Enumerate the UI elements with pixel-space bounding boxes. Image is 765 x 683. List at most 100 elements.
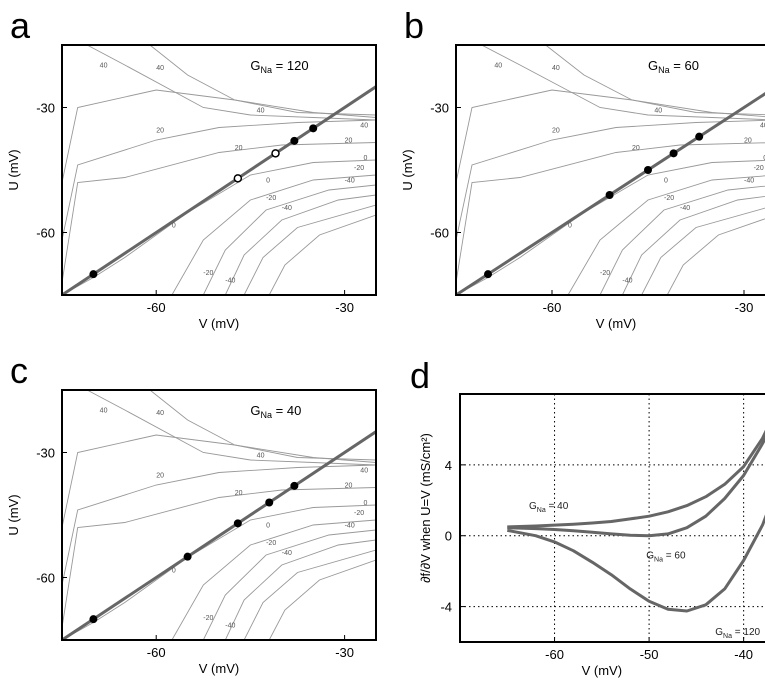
nullcline-diagonal <box>456 92 765 295</box>
panel-a: a 40 40 40 40 20 20 20 0 0 0 -20 -20 -20 -40 -40 -40 -60 -… <box>6 5 377 331</box>
contour-label: 20 <box>632 145 640 152</box>
x-tick-label: -60 <box>147 300 166 315</box>
gna-G: G <box>648 58 658 73</box>
gna-G: G <box>646 551 654 562</box>
x-axis-label: V (mV) <box>199 316 239 331</box>
y-tick-label: -30 <box>36 446 55 461</box>
y-tick-label: -60 <box>36 226 55 241</box>
y-axis-label: ∂f/∂V when U=V (mS/cm²) <box>418 433 433 583</box>
contour-curve <box>545 45 765 116</box>
contour-label: 40 <box>257 108 265 115</box>
contour-label: -40 <box>282 550 292 557</box>
contour-label: 20 <box>156 473 164 480</box>
gna-eq: = <box>670 58 685 73</box>
y-tick-label: -60 <box>430 226 449 241</box>
contour-label: -40 <box>345 523 355 530</box>
contour-curve <box>243 204 376 295</box>
contour-curve <box>62 434 376 528</box>
gna-eq: = <box>546 501 557 512</box>
contour-label: 0 <box>763 155 765 162</box>
gna-label: GNa = 60 <box>648 58 699 75</box>
fixed-point-filled <box>183 552 192 561</box>
contour-curve <box>268 214 376 295</box>
x-tick-label: -60 <box>543 300 562 315</box>
contour-curve <box>149 45 376 116</box>
fixed-point-filled <box>89 615 98 624</box>
contour-label: 0 <box>172 223 176 230</box>
gna-G: G <box>250 58 260 73</box>
fixed-point-open <box>233 174 243 183</box>
plot-frame <box>459 393 765 643</box>
y-axis-label: U (mV) <box>6 149 21 190</box>
contour-curve <box>202 184 376 295</box>
contour-label: -20 <box>354 510 364 517</box>
gna-sub: Na <box>537 507 546 514</box>
contour-label: -20 <box>203 270 213 277</box>
gna-eq: = <box>272 58 287 73</box>
contour-curve <box>268 559 376 640</box>
contour-curve <box>567 175 765 295</box>
contour-label: 40 <box>156 410 164 417</box>
gna-value: 40 <box>287 403 301 418</box>
gna-eq: = <box>272 403 287 418</box>
x-tick-label: -60 <box>147 645 166 660</box>
gna-eq: = <box>663 551 674 562</box>
fixed-point-filled <box>89 270 98 279</box>
plot-frame <box>61 44 377 296</box>
x-axis-label: V (mV) <box>596 316 636 331</box>
contour-label: 40 <box>100 408 108 415</box>
contour-curve <box>456 89 765 183</box>
contour-curve <box>86 45 376 121</box>
panel-letter: d <box>410 355 430 396</box>
panel-letter: a <box>10 5 31 46</box>
contour-label: -20 <box>354 165 364 172</box>
plot-frame <box>61 389 377 641</box>
contour-curve <box>62 119 376 241</box>
contour-curve <box>599 185 765 295</box>
series-line-gna-40 <box>507 429 765 529</box>
contour-label: -40 <box>622 278 632 285</box>
x-axis-label: V (mV) <box>199 661 239 676</box>
contour-curve <box>149 390 376 461</box>
gna-label: GNa = 120 <box>250 58 308 75</box>
gna-G: G <box>715 627 723 638</box>
contour-label: 40 <box>100 63 108 70</box>
contour-label: -20 <box>600 270 610 277</box>
contour-label: 40 <box>156 65 164 72</box>
contour-curve <box>456 119 765 241</box>
contour-curve <box>456 142 765 283</box>
gna-sub: Na <box>658 65 670 75</box>
contour-curve <box>202 529 376 640</box>
fixed-point-filled <box>290 481 299 490</box>
contour-curve <box>224 539 376 640</box>
contour-label: 20 <box>345 483 353 490</box>
fixed-point-filled <box>309 124 318 133</box>
contour-curve <box>243 549 376 640</box>
gna-label: GNa = 40 <box>529 501 569 514</box>
gna-value: 120 <box>743 627 760 638</box>
contour-label: -40 <box>282 205 292 212</box>
contour-label: 40 <box>654 108 662 115</box>
y-axis-label: U (mV) <box>400 149 415 190</box>
contour-curve <box>171 174 376 295</box>
panel-b: b40404040202020000-20-20-20-40-40-40-60-… <box>400 5 765 331</box>
contour-label: -20 <box>754 165 764 172</box>
contour-curve <box>62 142 376 283</box>
plot-frame <box>455 44 765 296</box>
contour-curve <box>621 195 765 295</box>
x-tick-label: -40 <box>734 647 753 662</box>
contour-label: 40 <box>552 65 560 72</box>
contour-label: -20 <box>664 195 674 202</box>
fixed-point-filled <box>644 166 652 174</box>
contour-curve <box>224 194 376 295</box>
series-line-gna-60 <box>507 435 765 538</box>
x-tick-label: -60 <box>545 647 564 662</box>
gna-label: GNa = 120 <box>715 627 760 640</box>
contour-label: 20 <box>345 138 353 145</box>
x-tick-label: -50 <box>640 647 659 662</box>
contour-label: 0 <box>664 178 668 185</box>
